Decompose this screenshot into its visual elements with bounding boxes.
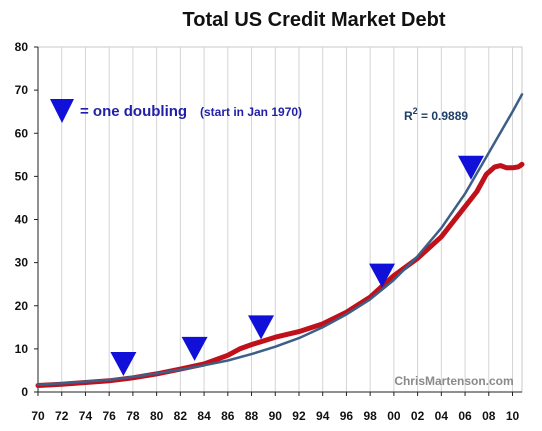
doubling-marker-3 xyxy=(369,263,396,288)
x-tick-label-3: 76 xyxy=(102,409,116,423)
x-tick-label-9: 88 xyxy=(245,409,259,423)
x-tick-label-6: 82 xyxy=(174,409,188,423)
x-tick-label-1: 72 xyxy=(55,409,69,423)
r-squared-exponent: 2 xyxy=(413,106,418,116)
doubling-marker-1 xyxy=(181,336,208,361)
doubling-marker-2 xyxy=(248,315,275,340)
y-tick-label-2: 20 xyxy=(15,299,29,313)
axes: 0 10 20 30 40 50 60 70 80 70 72 74 76 78 80 82 84 86 88 90 9… xyxy=(15,40,522,423)
doubling-marker-4 xyxy=(457,155,484,180)
x-tick-label-10: 90 xyxy=(269,409,283,423)
watermark: ChrisMartenson.com xyxy=(394,374,513,388)
x-tick-label-12: 94 xyxy=(316,409,330,423)
x-tick-label-16: 02 xyxy=(411,409,425,423)
plot-area xyxy=(37,46,523,393)
x-tick-label-7: 84 xyxy=(197,409,211,423)
doubling-marker-0 xyxy=(110,351,137,376)
doubling-markers xyxy=(110,155,484,376)
series-line-0 xyxy=(35,161,525,388)
chart-title: Total US Credit Market Debt xyxy=(183,9,446,31)
x-tick-label-15: 00 xyxy=(387,409,401,423)
r-squared-prefix: R xyxy=(404,109,413,123)
x-tick-label-18: 06 xyxy=(458,409,472,423)
x-tick-label-19: 08 xyxy=(482,409,496,423)
series-line-1 xyxy=(36,93,524,386)
y-tick-label-3: 30 xyxy=(15,256,29,270)
r-squared-value: = 0.9889 xyxy=(418,109,469,123)
x-tick-label-5: 80 xyxy=(150,409,164,423)
legend: = one doubling (start in Jan 1970) xyxy=(50,99,302,123)
y-tick-label-5: 50 xyxy=(15,169,29,183)
grid-lines xyxy=(37,47,514,392)
x-tick-label-14: 98 xyxy=(363,409,377,423)
legend-marker-icon xyxy=(50,99,74,123)
y-tick-label-0: 0 xyxy=(21,385,28,399)
y-tick-label-7: 70 xyxy=(15,83,29,97)
y-tick-label-8: 80 xyxy=(15,40,29,54)
series-lines xyxy=(35,93,525,388)
y-tick-label-6: 60 xyxy=(15,126,29,140)
x-tick-label-20: 10 xyxy=(506,409,520,423)
x-tick-label-0: 70 xyxy=(31,409,45,423)
x-tick-label-2: 74 xyxy=(79,409,93,423)
y-tick-label-4: 40 xyxy=(15,213,29,227)
legend-label: = one doubling xyxy=(80,103,187,120)
x-tick-label-11: 92 xyxy=(292,409,306,423)
r-squared-annotation: R2 = 0.9889 xyxy=(404,106,468,123)
x-tick-label-17: 04 xyxy=(435,409,449,423)
x-tick-label-4: 78 xyxy=(126,409,140,423)
y-tick-label-1: 10 xyxy=(15,342,29,356)
legend-sublabel: (start in Jan 1970) xyxy=(200,105,302,119)
x-tick-label-8: 86 xyxy=(221,409,235,423)
x-tick-label-13: 96 xyxy=(340,409,354,423)
